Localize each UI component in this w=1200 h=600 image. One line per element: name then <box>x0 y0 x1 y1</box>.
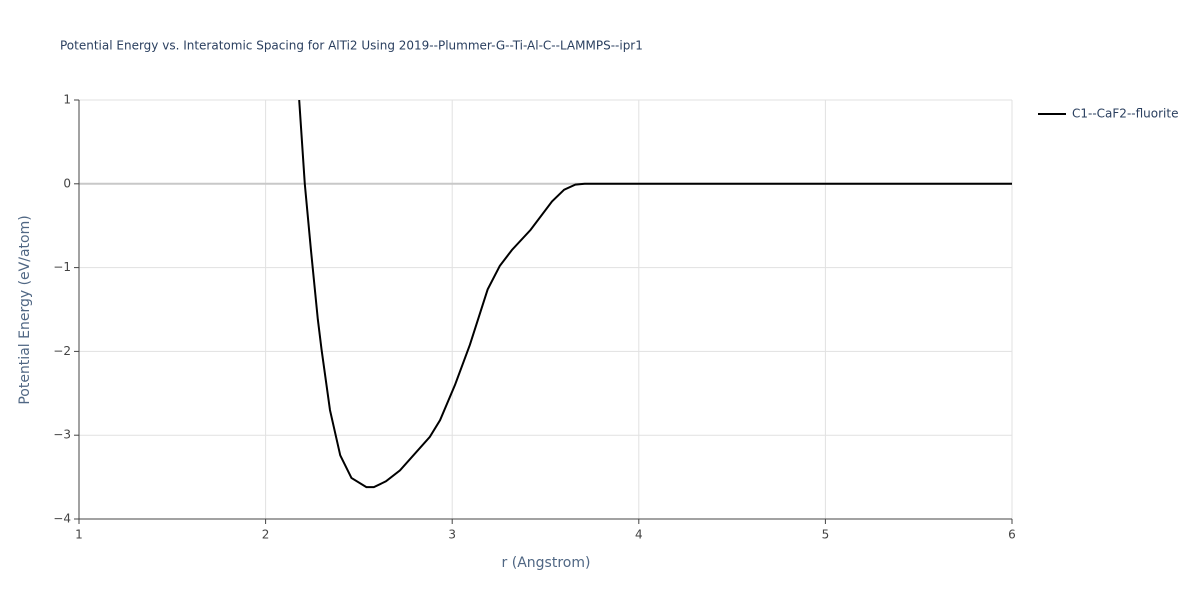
data-line <box>298 100 1012 489</box>
x-tick-label: 1 <box>75 528 83 542</box>
legend-label: C1--CaF2--fluorite <box>1072 107 1178 121</box>
x-tick-label: 5 <box>822 528 830 542</box>
x-tick-label: 6 <box>1008 528 1016 542</box>
y-tick-label: −1 <box>53 260 71 274</box>
y-tick-label: −4 <box>53 512 71 526</box>
y-tick-label: 1 <box>63 93 71 107</box>
x-tick-label: 3 <box>448 528 456 542</box>
chart-title: Potential Energy vs. Interatomic Spacing… <box>60 39 643 53</box>
x-axis-title: r (Angstrom) <box>502 555 591 571</box>
x-tick-label: 4 <box>635 528 643 542</box>
y-tick-label: −3 <box>53 428 71 442</box>
x-tick-label: 2 <box>262 528 270 542</box>
y-tick-label: −2 <box>53 344 71 358</box>
y-axis-title: Potential Energy (eV/atom) <box>17 215 33 404</box>
y-tick-label: 0 <box>63 176 71 190</box>
